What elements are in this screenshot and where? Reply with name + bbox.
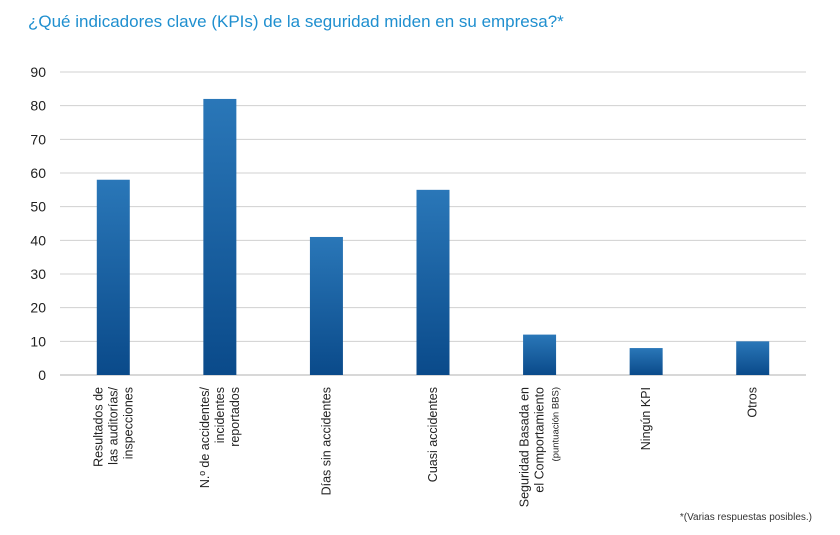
y-tick-label: 0 xyxy=(38,367,46,383)
x-category-line: N.º de accidentes/ xyxy=(198,386,212,488)
bar xyxy=(736,341,770,375)
x-category-label: Otros xyxy=(746,387,760,418)
bar xyxy=(416,189,450,375)
y-tick-label: 10 xyxy=(30,333,46,349)
bar xyxy=(309,236,343,375)
x-category-line: incidentes xyxy=(213,387,227,443)
x-category-line: (puntuación BBS) xyxy=(551,387,562,461)
x-category-label: Ningún KPI xyxy=(639,387,653,450)
x-category-label: Seguridad Basada en el Comportamiento (pun… xyxy=(518,387,562,507)
y-tick-label: 90 xyxy=(30,64,46,80)
x-category-line: Seguridad Basada en xyxy=(518,387,532,507)
y-tick-label: 30 xyxy=(30,266,46,282)
bar xyxy=(203,98,237,375)
y-tick-label: 70 xyxy=(30,131,46,147)
x-category-line: Resultados de xyxy=(91,387,105,467)
x-category-line: Ningún KPI xyxy=(639,387,653,450)
bar xyxy=(96,179,130,375)
x-category-label: N.º de accidentes/incidentes reportados xyxy=(198,386,242,488)
x-category-line: Cuasi accidentes xyxy=(426,387,440,482)
x-category-line: reportados xyxy=(228,387,242,447)
x-category-line: las auditorías/ xyxy=(106,386,120,464)
x-category-label: Días sin accidentes xyxy=(319,387,333,495)
y-tick-label: 50 xyxy=(30,199,46,215)
x-category-line: Otros xyxy=(746,387,760,418)
x-category-line: inspecciones xyxy=(121,387,135,459)
x-category-line: Días sin accidentes xyxy=(319,387,333,495)
footnote: *(Varias respuestas posibles.) xyxy=(679,512,812,523)
bar xyxy=(523,334,557,375)
y-tick-label: 20 xyxy=(30,300,46,316)
chart-title: ¿Qué indicadores clave (KPIs) de la segu… xyxy=(28,12,564,31)
x-category-label: Resultados de las auditorías/inspecciones xyxy=(91,386,135,466)
y-tick-label: 60 xyxy=(30,165,46,181)
x-category-line: el Comportamiento xyxy=(533,387,547,493)
y-tick-label: 80 xyxy=(30,98,46,114)
x-category-label: Cuasi accidentes xyxy=(426,387,440,482)
y-tick-label: 40 xyxy=(30,232,46,248)
bar xyxy=(629,348,663,375)
